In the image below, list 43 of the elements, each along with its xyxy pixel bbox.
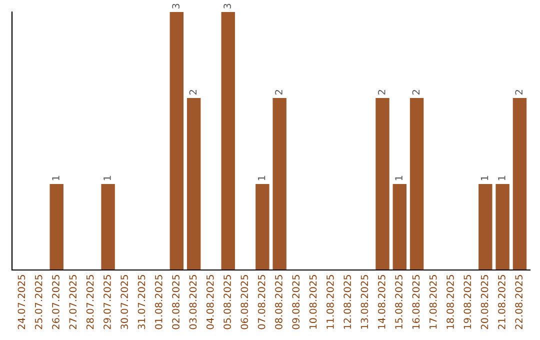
x-tick-label: 12.08.2025 [344,275,352,329]
x-tick-label: 27.07.2025 [69,275,77,330]
data-label: 1 [498,176,506,180]
data-label: 1 [258,176,266,180]
x-tick-label: 18.08.2025 [446,275,454,329]
x-tick-label: 02.08.2025 [172,275,180,330]
x-tick-label: 10.08.2025 [309,275,317,329]
x-tick-label: 24.07.2025 [18,275,26,330]
x-tick-label: 04.08.2025 [206,275,214,330]
x-tick-label: 31.07.2025 [138,275,146,330]
x-tick-label: 01.08.2025 [154,275,162,330]
x-tick-label: 07.08.2025 [258,275,266,330]
x-tick-label: 22.08.2025 [515,275,523,330]
x-tick-label: 06.08.2025 [240,275,248,330]
x-tick-label: 26.07.2025 [52,275,60,330]
x-tick-label: 03.08.2025 [189,275,197,330]
x-tick-label: 14.08.2025 [378,275,386,329]
data-label: 3 [224,4,231,8]
x-tick-label: 15.08.2025 [395,275,402,329]
data-label: 1 [481,176,488,180]
data-label: 2 [189,90,196,95]
x-tick-label: 25.07.2025 [34,275,42,330]
x-tick-label: 19.08.2025 [464,275,472,329]
data-label: 2 [378,90,386,95]
x-tick-label: 05.08.2025 [224,275,231,330]
data-label: 1 [52,176,60,180]
x-tick-label: 20.08.2025 [480,275,488,330]
data-label: 2 [515,90,522,95]
x-tick-label: 11.08.2025 [326,275,334,329]
x-tick-label: 16.08.2025 [412,275,420,329]
x-tick-label: 30.07.2025 [120,275,128,330]
data-label: 1 [104,176,111,180]
x-tick-label: 21.08.2025 [498,275,506,330]
data-label: 2 [412,90,420,95]
x-tick-label: 17.08.2025 [429,275,437,329]
data-label: 1 [395,176,402,180]
x-tick-label: 13.08.2025 [360,275,368,329]
x-tick-label: 29.07.2025 [104,275,111,330]
data-label: 3 [172,4,180,8]
x-tick-label: 08.08.2025 [275,275,282,330]
x-tick-label: 28.07.2025 [86,275,94,330]
data-label: 2 [275,90,282,95]
x-tick-label: 09.08.2025 [292,275,300,330]
